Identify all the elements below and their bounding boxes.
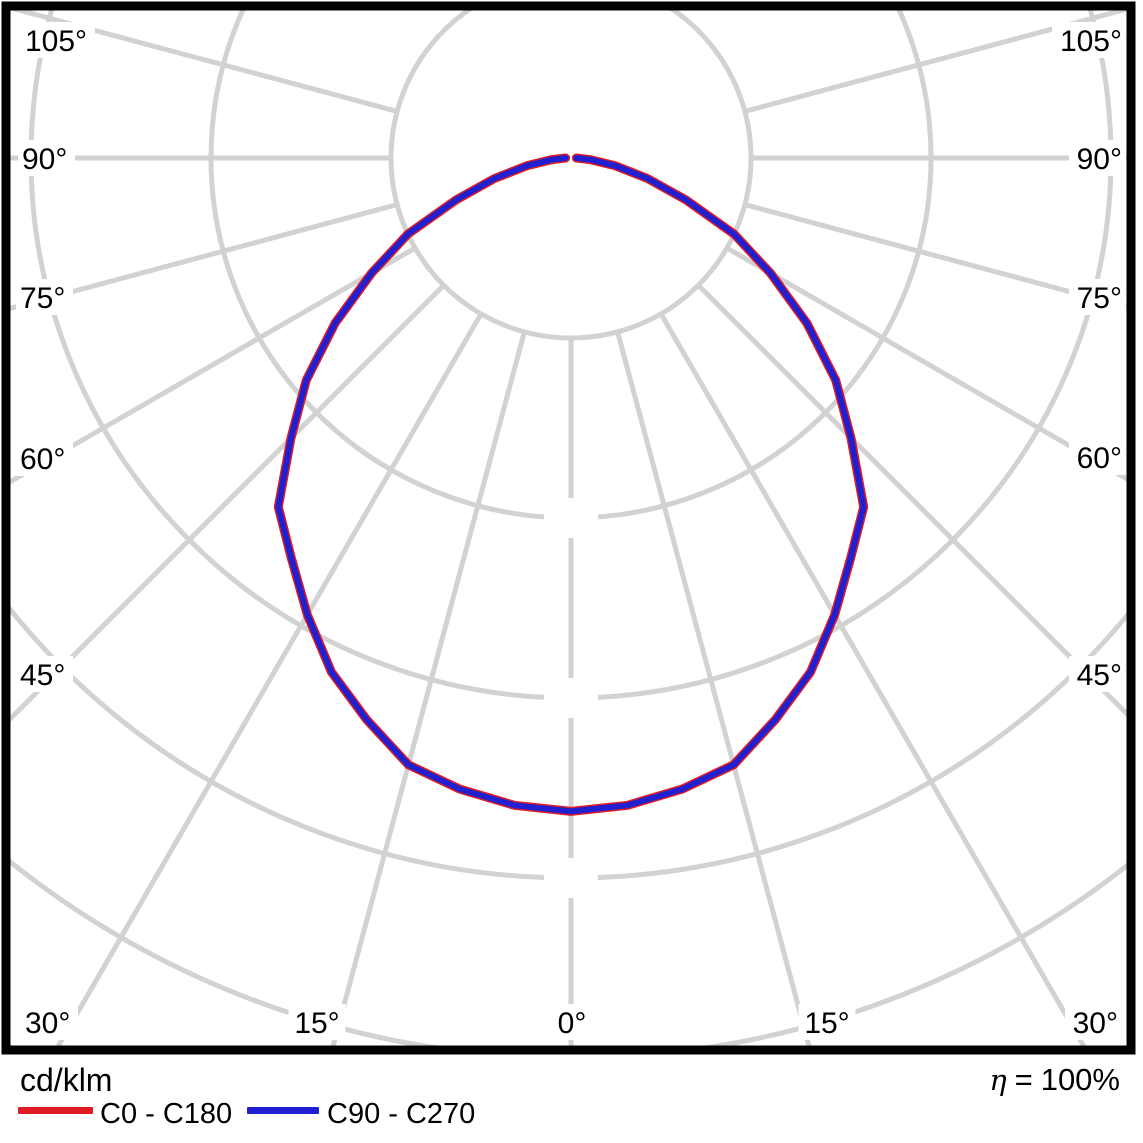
eta-symbol: η (989, 1063, 1007, 1097)
grid-radial--15deg (330, 331, 527, 1046)
angle-label-10: 45° (1077, 659, 1122, 692)
legend-label-c90-c270: C90 - C270 (327, 1098, 476, 1130)
grid-radial--30deg (55, 312, 484, 1046)
angle-label-box-4 (16, 656, 73, 692)
angle-label-4: 45° (20, 659, 65, 692)
unit-label: cd/klm (20, 1062, 113, 1098)
angle-label-box-13 (1069, 140, 1126, 176)
angle-label-5: 30° (25, 1007, 70, 1040)
plot-frame (1, 1, 1136, 1055)
angle-label-6: 15° (294, 1007, 339, 1040)
grid-radial--75deg (10, 202, 398, 311)
angle-label-box-12 (1069, 279, 1126, 315)
angle-label-box-8 (798, 1004, 856, 1040)
angle-label-box-11 (1069, 439, 1126, 475)
axis-label-box-2 (544, 858, 598, 898)
grid-radial-105deg (744, 10, 1131, 114)
axis-label-box-1 (544, 678, 598, 718)
grid-radial--105deg (10, 10, 398, 114)
angle-label-9: 30° (1073, 1007, 1118, 1040)
angle-label-box-5 (21, 1004, 78, 1040)
grid-radial-15deg (615, 331, 812, 1046)
angle-label-box-6 (288, 1004, 346, 1040)
angle-label-box-3 (16, 440, 73, 476)
angle-label-box-0 (21, 22, 95, 58)
angle-label-box-2 (16, 279, 73, 315)
axis-label-box-0 (544, 498, 598, 538)
legend-line-c0-c180 (18, 1107, 93, 1114)
grid-radial-30deg (658, 312, 1087, 1046)
angle-label-box-7 (552, 1004, 592, 1040)
efficiency-value: 100% (1040, 1062, 1120, 1097)
grid-radial-60deg (725, 245, 1131, 485)
grid-radial-75deg (744, 202, 1131, 311)
angle-label-13: 90° (1077, 143, 1122, 176)
angle-label-0: 105° (25, 25, 87, 58)
angle-label-box-9 (1065, 1004, 1122, 1040)
angle-label-14: 105° (1060, 25, 1122, 58)
polar-photometric-chart: 105° 90° 75° 60° 45° 30° 15° 0° 15° 30° 45° 60° 75° 9… (1, 1, 1136, 1055)
angle-label-8: 15° (804, 1007, 849, 1040)
efficiency-readout: η = 100% (989, 1062, 1120, 1098)
legend-line-c90-c270 (247, 1107, 319, 1114)
angle-label-box-10 (1069, 656, 1126, 692)
equals-sign: = (1014, 1062, 1033, 1097)
angle-label-12: 75° (1077, 282, 1122, 315)
curve-c90-c270 (275, 155, 867, 815)
angle-label-1: 90° (22, 143, 67, 176)
angle-label-2: 75° (20, 282, 65, 315)
grid-radial--60deg (10, 245, 417, 485)
angle-label-7: 0° (558, 1007, 587, 1040)
angle-label-3: 60° (20, 443, 65, 476)
angle-label-box-14 (1052, 22, 1126, 58)
legend-label-c0-c180: C0 - C180 (100, 1098, 233, 1130)
curves (273, 153, 869, 816)
angle-label-box-1 (18, 140, 75, 176)
angle-label-11: 60° (1077, 442, 1122, 475)
